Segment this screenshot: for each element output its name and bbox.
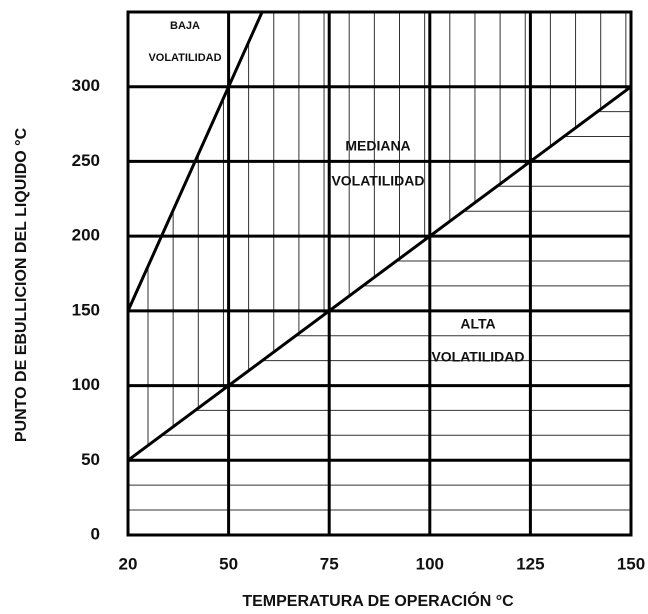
y-axis-label: PUNTO DE EBULLICION DEL LIQUIDO °C: [13, 127, 30, 442]
x-tick-label: 150: [617, 554, 645, 573]
annotation: MEDIANA: [345, 138, 410, 154]
x-axis-label: TEMPERATURA DE OPERACIÓN °C: [242, 591, 514, 610]
y-tick-label: 300: [72, 76, 100, 95]
annotation: VOLATILIDAD: [331, 173, 424, 189]
y-tick-label: 100: [72, 375, 100, 394]
y-tick-label: 50: [81, 450, 100, 469]
x-tick-label: 20: [119, 554, 138, 573]
annotation: ALTA: [460, 316, 495, 332]
plot-frame: [126, 10, 633, 537]
hatch-medium: [147, 12, 627, 461]
y-tick-label: 200: [72, 226, 100, 245]
annotation: VOLATILIDAD: [148, 52, 221, 64]
x-tick-label: 100: [416, 554, 444, 573]
y-tick-label: 250: [72, 151, 100, 170]
annotation: VOLATILIDAD: [431, 349, 524, 365]
series-line: [127, 85, 632, 462]
annotation: BAJA: [170, 20, 200, 32]
y-tick-label: 150: [72, 300, 100, 319]
series-line: [126, 11, 264, 312]
y-tick-label: 0: [91, 524, 100, 543]
x-tick-label: 75: [320, 554, 339, 573]
x-tick-label: 50: [219, 554, 238, 573]
x-tick-label: 125: [516, 554, 544, 573]
